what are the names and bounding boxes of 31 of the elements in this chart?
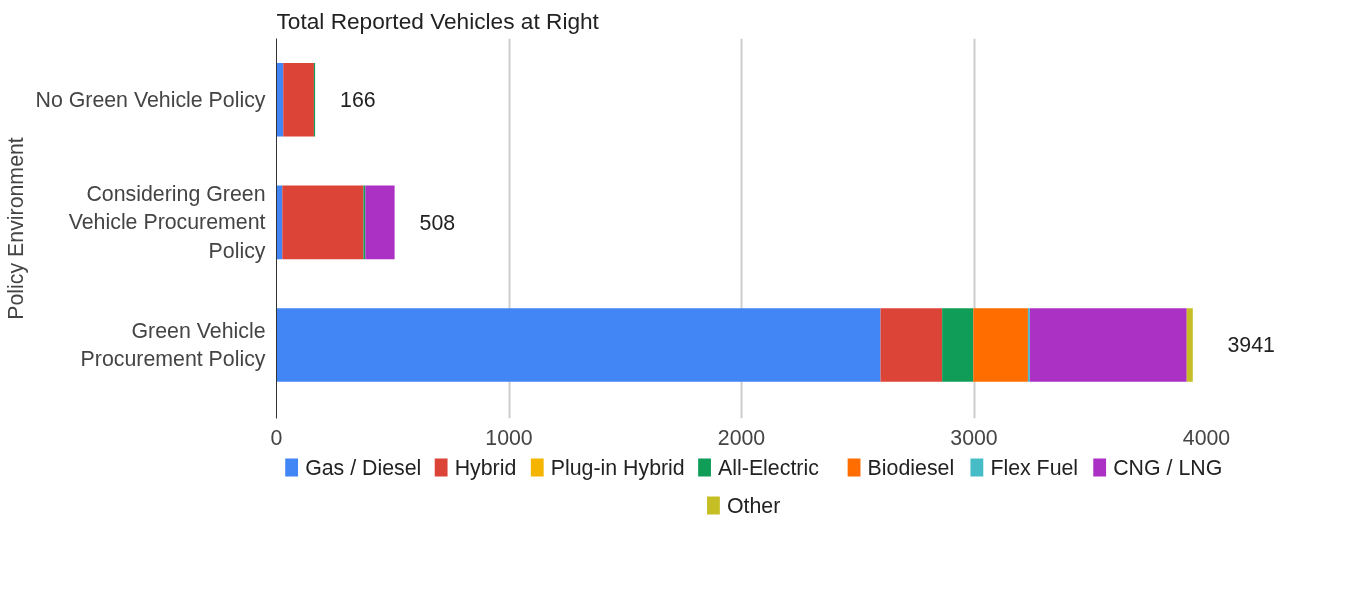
y-tick-label: Considering Green Vehicle Procurement Policy [68,181,266,264]
total-label: 3941 [1227,333,1275,358]
bar [1029,308,1187,382]
bar [1186,308,1193,382]
y-tick-label: Green Vehicle Procurement Policy [80,318,266,372]
legend-label: Biodiesel [867,455,955,480]
bar [365,185,395,260]
chart-title: Total Reported Vehicles at Right [276,7,600,34]
legend-label: Gas / Diesel [305,455,422,480]
total-label: 166 [340,88,376,113]
legend-label: Flex Fuel [990,455,1079,480]
bar [276,63,284,137]
x-tick-label: 2000 [717,425,766,450]
bar [283,63,314,137]
bar [276,308,881,382]
legend-label: Other [726,493,781,518]
legend-label: Plug-in Hybrid [550,455,685,480]
total-label: 508 [419,210,456,235]
x-tick-label: 0 [270,425,283,450]
legend-label: CNG / LNG [1113,455,1223,480]
x-tick-label: 3000 [950,425,998,450]
bar [282,185,364,260]
legend-label: Hybrid [454,455,517,480]
bar [942,308,974,382]
bar [880,308,943,382]
legend-label: All-Electric [718,455,820,480]
bar [973,308,1028,382]
x-tick-label: 1000 [485,425,533,450]
y-tick-label: No Green Vehicle Policy [35,87,266,112]
x-tick-label: 4000 [1182,425,1231,450]
y-axis-title: Policy Environment [3,137,28,320]
